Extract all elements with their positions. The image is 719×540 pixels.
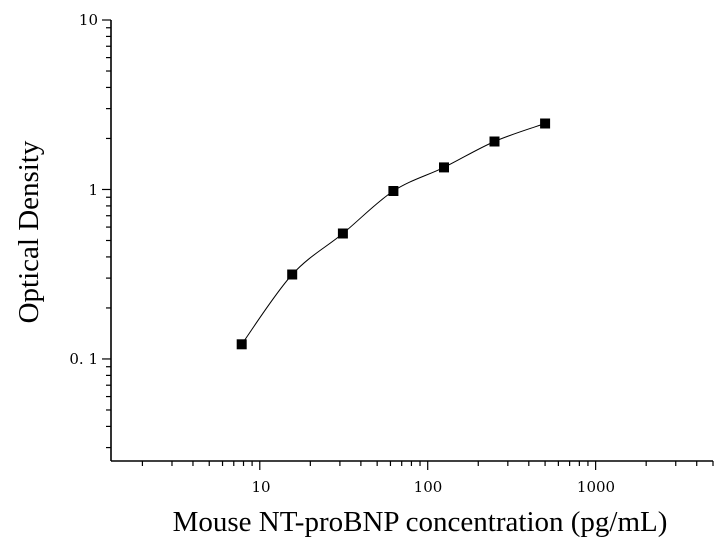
data-point-3 [388,186,399,196]
y-axis-title: Optical Density [13,140,45,323]
data-point-0 [236,339,247,350]
data-point-2 [337,228,348,239]
x-tick-label-1000: 1000 [577,478,615,496]
y-ticks [102,19,111,449]
x-axis-title: Mouse NT-proBNP concentration (pg/mL) [173,506,668,538]
x-tick-labels: 10 100 1000 [251,478,615,496]
x-tick-label-100: 100 [414,478,443,496]
data-points [236,118,551,350]
axes [110,20,713,462]
data-point-4 [439,162,449,173]
x-tick-label-10: 10 [251,478,270,496]
data-point-5 [489,136,500,147]
data-point-6 [540,118,551,129]
y-tick-labels: 0. 1 1 10 [69,11,98,368]
y-tick-label-0.1: 0. 1 [69,350,98,368]
y-tick-label-10: 10 [79,11,98,29]
data-point-1 [287,269,298,280]
x-ticks [141,461,714,470]
fit-curve [241,123,546,345]
y-tick-label-1: 1 [88,181,98,199]
